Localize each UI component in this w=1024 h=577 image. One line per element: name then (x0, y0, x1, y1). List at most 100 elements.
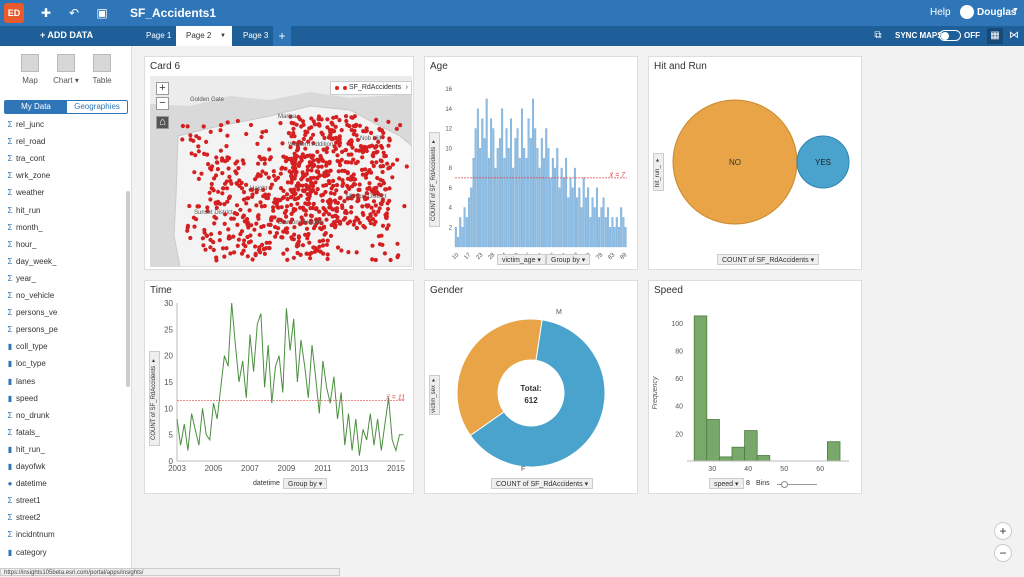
accident-point (304, 226, 310, 231)
accident-point (294, 244, 300, 249)
bins-value[interactable]: 8 (746, 480, 750, 487)
accident-point (234, 203, 240, 208)
accident-point (214, 155, 219, 160)
place-label: Haight (250, 186, 268, 192)
help-link[interactable]: Help (930, 7, 951, 18)
x-axis-dropdown[interactable]: speed ▾ (709, 478, 744, 489)
field-lanes[interactable]: ▮ lanes (8, 376, 35, 388)
accident-point (224, 179, 229, 184)
tab-page-3[interactable]: Page 3 (243, 31, 269, 40)
tab-page-2[interactable]: Page 2 ▼ (176, 26, 232, 46)
chevron-down-icon[interactable]: ▼ (220, 33, 226, 39)
y-axis-dropdown[interactable]: COUNT of SF_RdAccidents ▾ (149, 351, 160, 446)
accident-point (369, 130, 374, 135)
x-axis-dropdown[interactable]: victim_age ▾ (497, 254, 546, 265)
field-loc-type[interactable]: ▮ loc_type (8, 358, 46, 370)
chevron-down-icon[interactable]: ▼ (1012, 7, 1019, 14)
tab-page-1[interactable]: Page 1 (146, 31, 172, 40)
hit-run-card[interactable]: Hit and Run NO YES hit_run_ ▾ COUNT of SF… (648, 56, 862, 270)
y-axis-dropdown[interactable]: hit_run_ ▾ (653, 153, 664, 191)
map-view[interactable]: Golden Gate Marina Nob Hill Western Additio… (150, 76, 412, 267)
accident-point (256, 213, 261, 218)
accident-point (280, 165, 285, 170)
map-legend[interactable]: SF_RdAccidents › (330, 81, 412, 95)
accident-point (278, 171, 283, 176)
bar (479, 148, 482, 248)
group-by-dropdown[interactable]: Group by ▾ (546, 254, 591, 265)
map-card[interactable]: Card 6 Golden Gate Marina Nob Hill Western … (144, 56, 414, 270)
time-card[interactable]: Time 0 5 10 15 20 25 30 2003 2005 2007 2009 2011 201… (144, 280, 414, 494)
copy-icon[interactable]: ⧉ (874, 30, 882, 41)
tab-my-data[interactable]: My Data (5, 101, 67, 113)
group-by-dropdown[interactable]: Group by ▾ (283, 478, 328, 489)
sync-maps-toggle[interactable] (939, 30, 961, 41)
undo-icon[interactable]: ↶ (68, 6, 80, 20)
accident-point (310, 184, 316, 189)
x-axis-dropdown[interactable]: COUNT of SF_RdAccidents ▾ (491, 478, 594, 489)
field-label: tra_cont (16, 154, 45, 164)
save-icon[interactable]: ▣ (96, 6, 108, 20)
add-icon[interactable]: ✚ (40, 6, 52, 20)
gender-card[interactable]: Gender M F Total: 612 victim_sex ▾ COUNT of… (424, 280, 638, 494)
map-button[interactable]: Map (10, 54, 50, 85)
bins-slider[interactable] (777, 481, 817, 488)
chart-button[interactable]: Chart ▾ (46, 54, 86, 85)
add-page-button[interactable]: + (273, 26, 291, 46)
table-button[interactable]: Table (82, 54, 122, 85)
y-axis-dropdown[interactable]: victim_sex ▾ (429, 375, 440, 415)
field-hit-run-[interactable]: ▮ hit_run_ (8, 444, 45, 456)
x-axis-dropdown[interactable]: COUNT of SF_RdAccidents ▾ (717, 254, 820, 265)
accident-point (309, 168, 314, 173)
home-icon[interactable]: ⌂ (156, 116, 169, 129)
map-canvas[interactable]: Golden Gate Marina Nob Hill Western Additio… (150, 76, 412, 267)
y-axis-dropdown[interactable]: COUNT of SF_RdAccidents ▾ (429, 132, 440, 227)
bubble (796, 135, 850, 189)
tab-geographies[interactable]: Geographies (74, 102, 120, 111)
bar-icon: ▮ (7, 376, 13, 386)
field-dayofwk[interactable]: ▮ dayofwk (8, 461, 46, 473)
accident-point (404, 164, 409, 169)
accident-point (274, 231, 279, 236)
field-label: coll_type (16, 342, 48, 352)
scrollbar[interactable] (126, 191, 130, 387)
field-speed[interactable]: ▮ speed (8, 393, 38, 405)
y-tick-label: 20 (675, 431, 683, 438)
user-name[interactable]: Douglas (977, 7, 1017, 18)
speed-card[interactable]: Speed 20 40 60 80 100 30 40 50 60 Frequency speed… (648, 280, 862, 494)
accident-point (337, 141, 342, 146)
grid-icon[interactable]: ▦ (987, 28, 1003, 44)
zoom-out-button[interactable]: − (156, 97, 169, 110)
bar (613, 227, 616, 248)
field-category[interactable]: ▮ category (8, 547, 47, 559)
slider-handle[interactable] (781, 481, 788, 488)
y-tick-label: 14 (445, 107, 452, 113)
accident-point (335, 200, 340, 205)
add-data-button[interactable]: + ADD DATA (40, 30, 94, 40)
share-icon[interactable]: ⋈ (1009, 30, 1019, 41)
avatar[interactable] (960, 5, 974, 19)
field-coll-type[interactable]: ▮ coll_type (8, 341, 48, 353)
zoom-in-button[interactable]: + (156, 82, 169, 95)
zoom-out-button[interactable]: − (994, 544, 1012, 562)
zoom-in-button[interactable]: + (994, 522, 1012, 540)
field-datetime[interactable]: ● datetime (8, 478, 47, 490)
